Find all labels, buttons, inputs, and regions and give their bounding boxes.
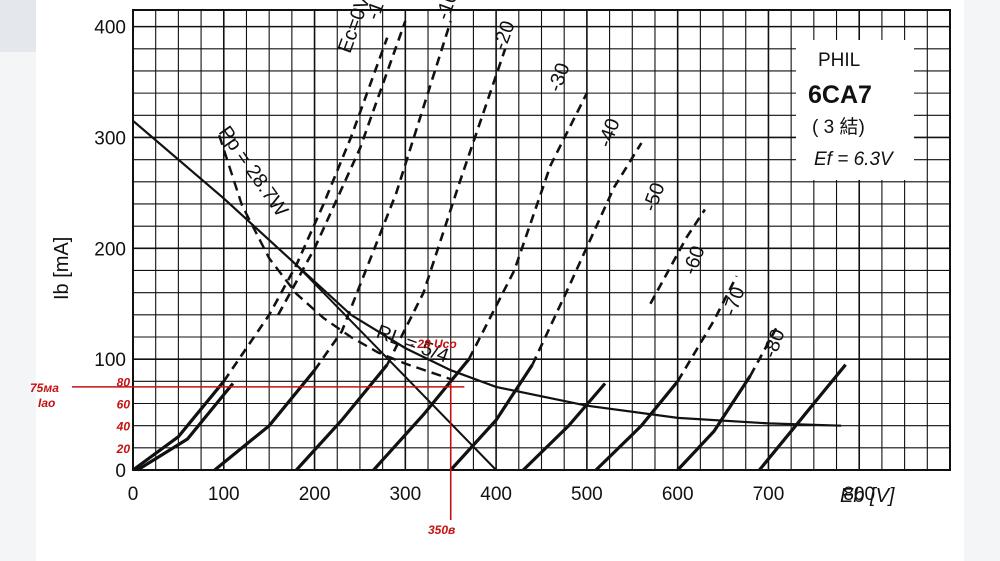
plate-curve-solid	[213, 369, 316, 472]
plate-curve-dashed	[676, 275, 738, 382]
plate-curve-dashed	[531, 142, 643, 366]
plate-curve-dashed	[222, 37, 389, 383]
connection-label: ( 3 結)	[812, 116, 865, 138]
x-axis-label: Eb [V]	[840, 485, 895, 507]
left-margin-strip	[0, 0, 36, 561]
curve-label: -20	[489, 18, 520, 53]
curves	[132, 20, 847, 472]
zoom-tick-label: 20	[116, 442, 131, 456]
y-tick-label: 400	[94, 18, 126, 39]
x-tick-label: 700	[753, 484, 785, 505]
zoom-tick-label: 60	[117, 397, 131, 411]
annotations: 75ма Iao - 29 Uco 350в 80 60 40 20	[30, 337, 465, 537]
curve-label: -40	[594, 116, 625, 151]
corner-box	[0, 0, 36, 52]
curve-label: -70	[719, 284, 750, 319]
x-tick-label: 300	[389, 484, 421, 505]
x-tick-label: 100	[208, 484, 240, 505]
plate-curve-solid	[295, 363, 389, 472]
grid-bias-annotation: - 29 Uco	[410, 337, 457, 351]
plate-curve-solid	[758, 363, 847, 472]
current-subscript-annotation: Iao	[38, 396, 55, 410]
plate-curve-solid	[522, 382, 607, 472]
title-block-bg	[796, 40, 914, 180]
y-tick-label: 300	[94, 128, 126, 149]
curve-label: -50	[639, 180, 670, 215]
tick-labels: 0 100 200 300 400 500 600 700 800 0 100 200 300 400	[94, 18, 875, 505]
maker-label: PHIL	[818, 50, 860, 71]
plate-curve-dashed	[277, 20, 407, 316]
plot-frame	[132, 9, 951, 471]
plate-curve-solid	[372, 358, 471, 472]
chart-title: 6CA7	[808, 81, 872, 109]
operating-line	[295, 264, 497, 471]
plate-curve-dashed	[313, 20, 452, 371]
zoom-tick-label: 40	[116, 420, 131, 434]
plate-curve-dashed	[749, 325, 779, 377]
plate-curve-solid	[449, 363, 534, 472]
right-margin-strip	[964, 0, 1000, 561]
plate-curve-dashed	[386, 48, 507, 366]
heater-label: Ef = 6.3V	[814, 149, 895, 170]
y-tick-label: 200	[94, 239, 126, 260]
curve-label: -30	[544, 60, 575, 95]
y-tick-label: 100	[94, 350, 126, 371]
plate-curve-dashed	[649, 208, 706, 305]
power-curve	[218, 134, 452, 381]
x-tick-label: 0	[128, 484, 139, 505]
y-axis-label: Ib [mA]	[51, 237, 73, 300]
curve-label: -10	[432, 0, 463, 23]
current-annotation: 75ма	[30, 381, 59, 395]
x-tick-label: 400	[480, 484, 512, 505]
zoom-tick-label: 80	[117, 375, 131, 389]
plate-curve-solid	[594, 380, 679, 472]
curve-label: -80	[759, 326, 790, 361]
load-line	[132, 119, 842, 427]
x-tick-label: 200	[299, 484, 331, 505]
curve-label: -1	[362, 0, 389, 23]
y-tick-label: 0	[115, 461, 126, 482]
x-tick-label: 500	[571, 484, 603, 505]
plate-curve-solid	[132, 380, 226, 472]
anode-voltage-annotation: 350в	[428, 523, 455, 537]
plate-curve-solid	[136, 382, 235, 472]
plate-curve-dashed	[467, 92, 589, 360]
x-tick-label: 600	[662, 484, 694, 505]
x-tick-label: 800	[843, 484, 875, 505]
plate-curve-solid	[676, 374, 752, 472]
